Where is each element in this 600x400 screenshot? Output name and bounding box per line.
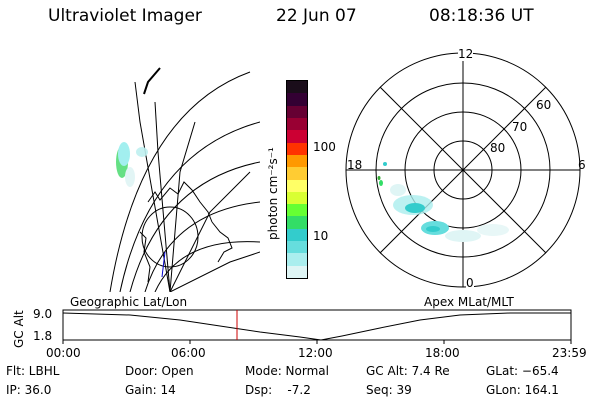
timeline-left-caption: Geographic Lat/Lon <box>70 295 188 309</box>
colorbar-swatch <box>287 105 307 118</box>
mlt-label-18: 18 <box>347 158 363 172</box>
colorbar-swatch <box>287 265 307 278</box>
colorbar-swatch <box>287 191 307 205</box>
filter-status: Flt: LBHL <box>6 364 60 378</box>
glat-status: GLat: −65.4 <box>486 364 559 378</box>
time-tick-1200: 12:00 <box>298 346 333 360</box>
colorbar <box>286 80 308 279</box>
colorbar-tick-10: 10 <box>313 229 329 243</box>
mlt-label-6: 6 <box>578 158 586 172</box>
time-tick-0600: 06:00 <box>171 346 206 360</box>
colorbar-swatch <box>287 154 307 168</box>
timeline-right-caption: Apex MLat/MLT <box>424 295 514 309</box>
time-tick-0000: 00:00 <box>46 346 81 360</box>
colorbar-swatch <box>287 130 307 143</box>
colorbar-swatch <box>287 117 307 131</box>
colorbar-swatch <box>287 142 307 155</box>
gain-status: Gain: 14 <box>125 383 176 397</box>
colorbar-swatch <box>287 216 307 229</box>
seq-status: Seq: 39 <box>366 383 412 397</box>
mlt-label-12: 12 <box>458 47 474 61</box>
mlt-label-0: 0 <box>466 276 474 290</box>
time-tick-2359: 23:59 <box>552 346 587 360</box>
colorbar-tick-100: 100 <box>313 140 336 154</box>
colorbar-swatch <box>287 204 307 217</box>
alt-tick-low: 1.8 <box>33 329 53 343</box>
door-status: Door: Open <box>125 364 194 378</box>
colorbar-swatch <box>287 241 307 254</box>
gc-alt-status: GC Alt: 7.4 Re <box>366 364 450 378</box>
glon-status: GLon: 164.1 <box>486 383 559 397</box>
colorbar-swatch <box>287 253 307 266</box>
colorbar-swatch <box>287 81 307 94</box>
instrument-title: Ultraviolet Imager <box>48 6 202 26</box>
alt-tick-high: 9.0 <box>33 307 53 321</box>
geographic-map <box>109 67 260 292</box>
dsp-status: Dsp: -7.2 <box>245 383 311 397</box>
time-tick-1800: 18:00 <box>425 346 460 360</box>
lat-label-70: 70 <box>512 120 528 134</box>
mode-status: Mode: Normal <box>245 364 329 378</box>
colorbar-swatch <box>287 228 307 242</box>
date-label: 22 Jun 07 <box>276 6 357 26</box>
lat-label-80: 80 <box>490 141 506 155</box>
time-label: 08:18:36 UT <box>429 6 534 26</box>
colorbar-swatch <box>287 179 307 192</box>
ip-status: IP: 36.0 <box>6 383 52 397</box>
lat-label-60: 60 <box>536 98 552 112</box>
colorbar-swatch <box>287 93 307 106</box>
colorbar-swatch <box>287 167 307 180</box>
